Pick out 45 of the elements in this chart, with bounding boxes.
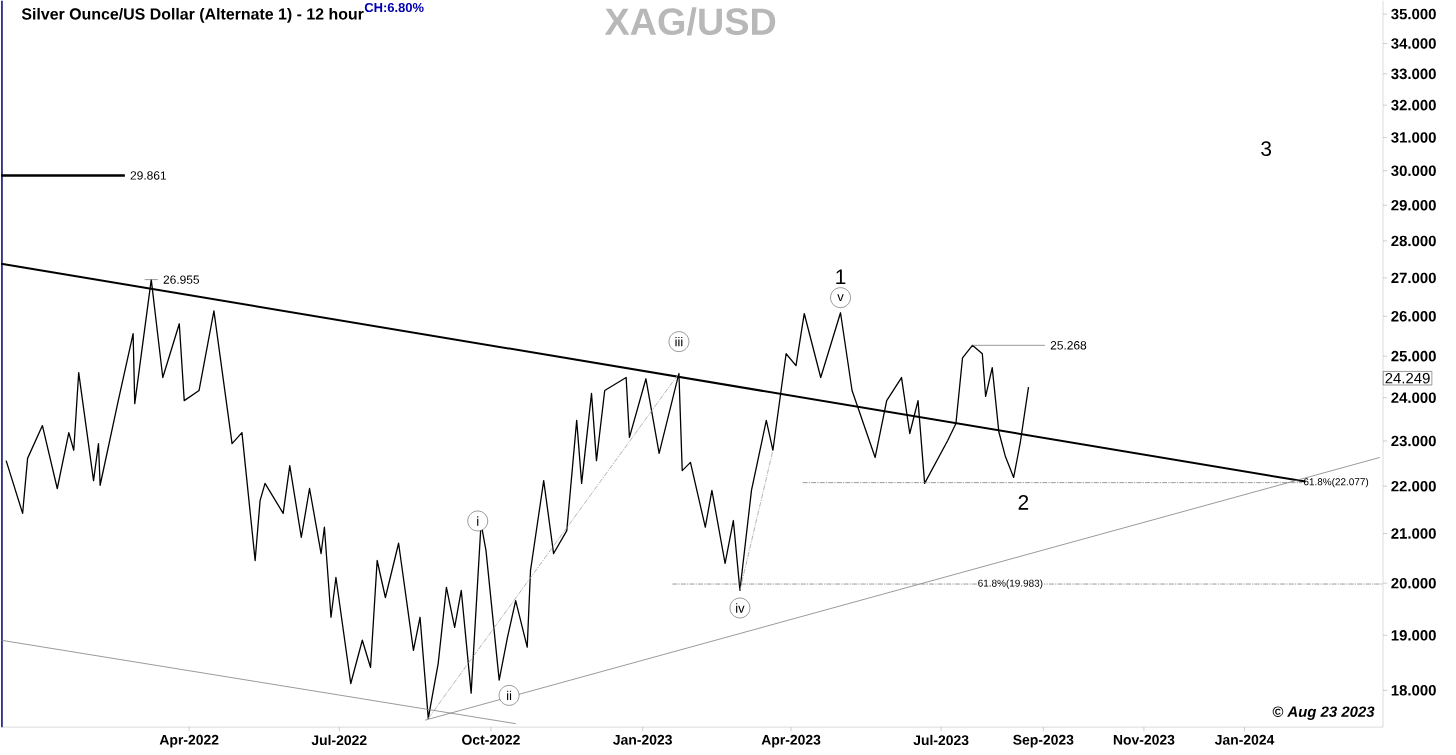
annotation: v bbox=[837, 294, 844, 302]
x-tick-label: Sep-2023 bbox=[1013, 734, 1074, 748]
x-tick-label: Jul-2023 bbox=[913, 734, 969, 746]
x-tick-label: Oct-2022 bbox=[462, 734, 520, 745]
y-tick-label: 21.000 bbox=[1391, 528, 1436, 539]
x-tick-label: Jan-2023 bbox=[613, 734, 672, 745]
annotation: 2 bbox=[1018, 494, 1029, 510]
chart-subtitle: Silver Ounce/US Dollar (Alternate 1) - 12 hour bbox=[21, 7, 364, 23]
annotation: 61.8%(22.077) bbox=[1303, 477, 1369, 488]
annotation: ii bbox=[507, 690, 512, 700]
annotation: 61.8%(19.983) bbox=[978, 579, 1043, 589]
y-tick-label: 24.000 bbox=[1391, 392, 1436, 403]
y-tick-label: 20.000 bbox=[1391, 577, 1436, 589]
annotation: 1 bbox=[836, 269, 846, 284]
y-tick-label: 32.000 bbox=[1391, 99, 1436, 111]
annotation: © Aug 23 2023 bbox=[1272, 706, 1375, 720]
x-tick-label: Jan-2024 bbox=[1214, 734, 1275, 745]
text: 24.249 bbox=[1385, 372, 1430, 384]
x-tick-label: Jul-2022 bbox=[311, 734, 367, 746]
y-tick-label: 28.000 bbox=[1391, 235, 1436, 247]
annotation: iv bbox=[736, 603, 745, 613]
y-tick-label: 33.000 bbox=[1391, 68, 1436, 80]
x-tick-label: Nov-2023 bbox=[1113, 734, 1175, 745]
y-tick-label: 23.000 bbox=[1391, 435, 1436, 447]
x-tick-label: Apr-2023 bbox=[761, 734, 821, 748]
annotation: 3 bbox=[1261, 141, 1272, 156]
y-tick-label: 25.000 bbox=[1391, 350, 1436, 362]
annotation: 25.268 bbox=[1050, 341, 1087, 350]
annotation: 26.955 bbox=[163, 275, 200, 284]
annotation: CH:6.80% bbox=[364, 2, 424, 13]
annotation: i bbox=[477, 516, 479, 526]
annotation: iii bbox=[675, 336, 683, 347]
chart-title: XAG/USD bbox=[604, 7, 776, 36]
y-tick-label: 35.000 bbox=[1391, 8, 1436, 20]
y-tick-label: 34.000 bbox=[1391, 38, 1436, 49]
y-tick-label: 27.000 bbox=[1391, 272, 1436, 284]
y-tick-label: 30.000 bbox=[1391, 165, 1436, 176]
y-tick-label: 19.000 bbox=[1391, 629, 1436, 641]
y-tick-label: 22.000 bbox=[1391, 480, 1436, 492]
y-tick-label: 29.000 bbox=[1391, 199, 1436, 211]
annotation: 29.861 bbox=[130, 171, 166, 180]
y-tick-label: 26.000 bbox=[1391, 310, 1436, 322]
y-tick-label: 18.000 bbox=[1391, 684, 1436, 696]
x-tick-label: Apr-2022 bbox=[159, 734, 219, 748]
y-tick-label: 31.000 bbox=[1391, 132, 1436, 143]
